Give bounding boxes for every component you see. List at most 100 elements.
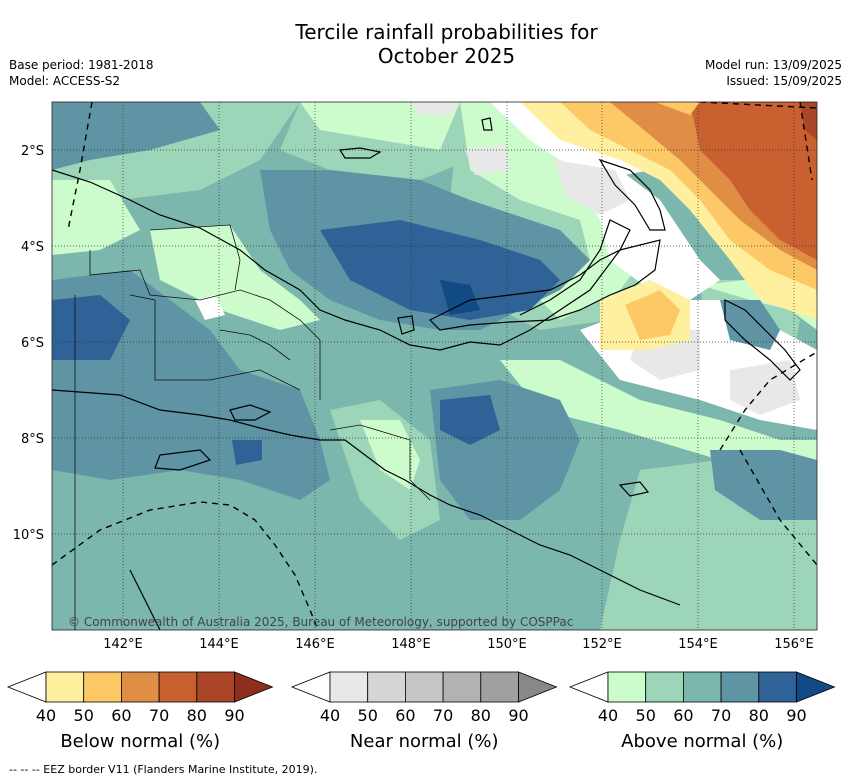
legend-below-swatch [158,671,198,703]
legend-below-tick: 90 [224,706,244,725]
field-near-40-a [465,145,510,175]
legend-near-swatch [442,671,482,703]
meta-left: Base period: 1981-2018 Model: ACCESS-S2 [9,57,154,89]
lon-label: 150°E [487,637,527,652]
legend-above-tick: 40 [598,706,618,725]
field-above-50-east [700,280,817,330]
eez-footer-note: -- -- -- EEZ border V11 (Flanders Marine… [9,763,318,776]
legend-above-title: Above normal (%) [621,731,783,752]
legend-near-tick: 60 [395,706,415,725]
coastline [52,117,801,630]
lat-labels: 2°S 4°S 6°S 8°S 10°S [13,144,44,543]
legend-above-tick: 60 [673,706,693,725]
field-above-80-se [710,450,817,520]
lat-label: 4°S [21,240,44,255]
legend-below-swatch [83,671,122,703]
legend-below-tick: 40 [36,706,56,725]
legend-below-swatch [45,671,85,703]
legend-above-tick: 80 [749,706,769,725]
field-above-80-bougainville [720,300,780,350]
legend-near-tick: 90 [508,706,528,725]
province-borders [74,224,431,630]
legend-near-tick: 80 [471,706,491,725]
lat-label: 8°S [21,432,44,447]
field-above-90-bismarck [320,220,560,320]
lon-label: 156°E [774,637,814,652]
field-below-50-e [625,290,680,340]
lon-label: 154°E [678,637,718,652]
title-line-1: Tercile rainfall probabilities for [295,20,598,44]
legend-above-over-arrow [796,671,836,703]
legend-near-swatch [480,671,519,703]
model-name: Model: ACCESS-S2 [9,74,121,88]
lon-label: 146°E [295,637,335,652]
copyright-text: © Commonwealth of Australia 2025, Bureau… [68,615,573,629]
legend-near-tick: 50 [358,706,378,725]
legend-near-title: Near normal (%) [350,731,499,752]
field-above-90-w [52,295,130,360]
legend-near: 40 50 60 70 80 90 Near normal (%) [290,671,558,752]
lon-label: 152°E [582,637,622,652]
graticule [52,102,817,630]
legend-below-tick: 50 [74,706,94,725]
legend-above-swatch [645,671,684,703]
legend-below-tick: 60 [111,706,131,725]
legend-above-swatch [720,671,760,703]
field-above-90-fly [232,440,262,465]
lat-label: 6°S [21,336,44,351]
lon-label: 142°E [103,637,143,652]
field-above-90-gulf [440,395,500,445]
map-panel: © Commonwealth of Australia 2025, Bureau… [52,102,817,630]
eez-border [52,102,817,630]
legend-near-tick: 70 [433,706,453,725]
field-below-50-n [655,102,700,115]
field-above-50-ne-band [460,102,650,320]
legend-below-title: Below normal (%) [60,731,220,752]
model-run: Model run: 13/09/2025 [704,58,842,72]
legend-above-tick: 90 [786,706,806,725]
legend-above-swatch [758,671,797,703]
legend-below-tick: 80 [187,706,207,725]
lat-label: 10°S [13,528,44,543]
field-above-50-solomon-sea [500,360,817,470]
field-below-70 [690,102,817,260]
field-below-80 [800,102,817,140]
legend-above-swatch [683,671,722,703]
base-period: Base period: 1981-2018 [9,58,154,72]
legend-near-swatch [404,671,444,703]
legend-above-tick: 50 [636,706,656,725]
lon-label: 148°E [391,637,431,652]
legend-near-swatch [367,671,406,703]
field-above-80-nw [52,102,220,170]
legend-below-swatch [121,671,160,703]
field-above-50-papuan [360,420,420,490]
map-title: Tercile rainfall probabilities for Octob… [0,20,850,68]
legend-near-over-arrow [518,671,558,703]
field-near-40-d [730,360,800,415]
legend-near-swatch [329,671,369,703]
legend-above-swatch [607,671,647,703]
lon-label: 144°E [199,637,239,652]
legend-below-over-arrow [234,671,274,703]
field-neutral-sepik [195,295,225,320]
lon-labels: 142°E 144°E 146°E 148°E 150°E 152°E 154°… [103,637,814,652]
legend-above-under-arrow [568,671,609,703]
field-above-50-highlands [150,225,320,330]
field-near-40-e [410,102,460,115]
legend-below-under-arrow [6,671,47,703]
title-line-2: October 2025 [377,44,516,68]
legend-below-tick: 70 [149,706,169,725]
field-near-40-b [555,160,630,215]
issued-date: Issued: 15/09/2025 [726,74,842,88]
legend-near-tick: 40 [320,706,340,725]
field-above-max [440,280,480,315]
meta-right: Model run: 13/09/2025 Issued: 15/09/2025 [705,57,842,89]
lat-label: 2°S [21,144,44,159]
map-frame [51,101,818,631]
field-above-50-w [52,180,140,255]
legend-near-under-arrow [290,671,331,703]
